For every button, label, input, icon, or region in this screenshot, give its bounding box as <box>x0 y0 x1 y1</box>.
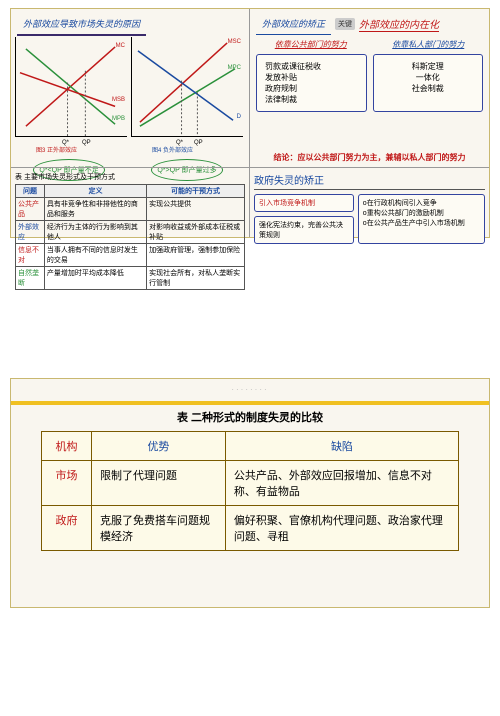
slide-bottom: ········ 表 二种形式的制度失灵的比较 机构 优势 缺陷 市场 限制了代… <box>10 378 490 608</box>
cmp-h2: 缺陷 <box>225 432 458 461</box>
bottom-title: 表 二种形式的制度失灵的比较 <box>11 409 489 425</box>
gov-title: 政府失灵的矫正 <box>254 172 485 190</box>
reliance-private: 依靠私人部门的努力 <box>374 39 484 50</box>
reliance-public: 依靠公共部门的努力 <box>256 39 366 50</box>
yellow-bar <box>11 401 489 405</box>
gov-box-2: o在行政机构间引入竞争 o重构公共部门的激励机制 o在公共产品生产中引入市场机制 <box>358 194 485 244</box>
mf-r3-d: 产量增加时平均成本降低 <box>44 267 146 290</box>
cause-title-wrap: 外部效应导致市场失灵的原因 <box>17 13 146 36</box>
mf-r1-l: 外部效应 <box>16 221 45 244</box>
cmp-head-row: 机构 优势 缺陷 <box>42 432 459 461</box>
mf-h2: 可能的干预方式 <box>147 185 245 198</box>
mf-r2: 信息不对当事人拥有不同的信息时发生的交易加强政府管理，强制参加保险 <box>16 244 245 267</box>
cmp-r1: 政府 克服了免费搭车问题规模经济 偏好积聚、官僚机构代理问题、政治家代理问题、寻… <box>42 506 459 551</box>
cmp-r1-a: 克服了免费搭车问题规模经济 <box>92 506 226 551</box>
pb-3: 法律制裁 <box>265 94 358 105</box>
cause-title: 外部效应导致市场失灵的原因 <box>17 13 146 36</box>
table-title: 表 主要市场失灵形式及干预方式 <box>15 172 245 182</box>
pb-1: 发放补贴 <box>265 72 358 83</box>
pb-0: 罚款或课征税收 <box>265 61 358 72</box>
prb-1: 一体化 <box>382 72 475 83</box>
gov-box-0: 引入市场竞争机制 <box>254 194 354 212</box>
lbl-msb: MSB <box>112 97 125 103</box>
pb-2: 政府规制 <box>265 83 358 94</box>
gov-grid: 引入市场竞争机制 强化宪法约束，完善公共决策规则 o在行政机构间引入竞争 o重构… <box>254 194 485 244</box>
market-failure-table-wrap: 表 主要市场失灵形式及干预方式 问题 定义 可能的干预方式 公共产品具有非竞争性… <box>11 167 250 237</box>
lbl-msc: MSC <box>228 39 241 45</box>
xt-left-2: QP <box>82 140 91 146</box>
mf-h0: 问题 <box>16 185 45 198</box>
correction-header: 外部效应的矫正 关键 外部效应的内在化 <box>250 9 489 39</box>
correction-left: 外部效应的矫正 <box>256 13 331 35</box>
mf-r3-f: 实现社会所有，对私人垄断实行管制 <box>147 267 245 290</box>
graph-left-svg <box>16 37 127 136</box>
mf-r3-l: 自然垄断 <box>16 267 45 290</box>
lbl-d: D <box>237 114 241 120</box>
mf-r1-f: 对影响收益或外部成本征税或补贴 <box>147 221 245 244</box>
cmp-r0-a: 限制了代理问题 <box>92 461 226 506</box>
mf-r2-l: 信息不对 <box>16 244 45 267</box>
cmp-r1-i: 政府 <box>42 506 92 551</box>
mf-r3: 自然垄断产量增加时平均成本降低实现社会所有，对私人垄断实行管制 <box>16 267 245 290</box>
mf-r0-d: 具有非竞争性和非排他性的商品和服务 <box>44 198 146 221</box>
mf-r2-f: 加强政府管理，强制参加保险 <box>147 244 245 267</box>
cmp-r1-d: 偏好积聚、官僚机构代理问题、政治家代理问题、寻租 <box>225 506 458 551</box>
cmp-r0-i: 市场 <box>42 461 92 506</box>
conclusion-text: 结论：应以公共部门努力为主，兼辅以私人部门的努力 <box>256 152 483 163</box>
correction-tag: 关键 <box>335 18 355 30</box>
market-failure-table: 问题 定义 可能的干预方式 公共产品具有非竞争性和非排他性的商品和服务实现公共提… <box>15 184 245 290</box>
mf-r0-f: 实现公共提供 <box>147 198 245 221</box>
graph-positive-externality: MC MSB MPB Q* QP 图3 正外部效应 <box>15 37 127 137</box>
cmp-r0-d: 公共产品、外部效应回报增加、信息不对称、有益物品 <box>225 461 458 506</box>
mf-h1: 定义 <box>44 185 146 198</box>
graph-right-svg <box>132 37 243 136</box>
cmp-h0: 机构 <box>42 432 92 461</box>
mf-r1: 外部效应经济行为主体的行为影响到其他人对影响收益或外部成本征税或补贴 <box>16 221 245 244</box>
comparison-table: 机构 优势 缺陷 市场 限制了代理问题 公共产品、外部效应回报增加、信息不对称、… <box>41 431 459 551</box>
lbl-mc: MC <box>116 43 125 49</box>
gov-failure-wrap: 政府失灵的矫正 引入市场竞争机制 强化宪法约束，完善公共决策规则 o在行政机构间… <box>250 167 489 237</box>
cap-left: 图3 正外部效应 <box>36 145 77 154</box>
mf-r0: 公共产品具有非竞争性和非排他性的商品和服务实现公共提供 <box>16 198 245 221</box>
graph-row: MC MSB MPB Q* QP 图3 正外部效应 MSC MPC D <box>15 37 245 137</box>
lbl-mpc: MPC <box>228 65 241 71</box>
xt-right-2: QP <box>194 140 203 146</box>
prb-2: 社会制裁 <box>382 83 475 94</box>
mf-r2-d: 当事人拥有不同的信息时发生的交易 <box>44 244 146 267</box>
correction-right: 外部效应的内在化 <box>359 16 439 32</box>
reliance-row: 依靠公共部门的努力 依靠私人部门的努力 <box>250 39 489 50</box>
cmp-h1: 优势 <box>92 432 226 461</box>
slide-bottom-inner: ········ 表 二种形式的制度失灵的比较 机构 优势 缺陷 市场 限制了代… <box>11 379 489 607</box>
mf-r1-d: 经济行为主体的行为影响到其他人 <box>44 221 146 244</box>
faint-header: ········ <box>11 385 489 394</box>
bottom-halves: 表 主要市场失灵形式及干预方式 问题 定义 可能的干预方式 公共产品具有非竞争性… <box>11 167 489 237</box>
slide-top: 外部效应导致市场失灵的原因 MC MSB MPB Q* QP 图3 正外部效应 <box>10 8 490 238</box>
graph-negative-externality: MSC MPC D Q* QP 图4 负外部效应 <box>131 37 243 137</box>
public-box: 罚款或课征税收 发放补贴 政府规制 法律制裁 <box>256 54 367 112</box>
prb-0: 科斯定理 <box>382 61 475 72</box>
gov-box-1: 强化宪法约束，完善公共决策规则 <box>254 216 354 244</box>
reliance-boxes: 罚款或课征税收 发放补贴 政府规制 法律制裁 科斯定理 一体化 社会制裁 <box>250 50 489 116</box>
mf-r0-l: 公共产品 <box>16 198 45 221</box>
lbl-mpb: MPB <box>112 116 125 122</box>
mf-head-row: 问题 定义 可能的干预方式 <box>16 185 245 198</box>
private-box: 科斯定理 一体化 社会制裁 <box>373 54 484 112</box>
cap-right: 图4 负外部效应 <box>152 145 193 154</box>
cmp-r0: 市场 限制了代理问题 公共产品、外部效应回报增加、信息不对称、有益物品 <box>42 461 459 506</box>
